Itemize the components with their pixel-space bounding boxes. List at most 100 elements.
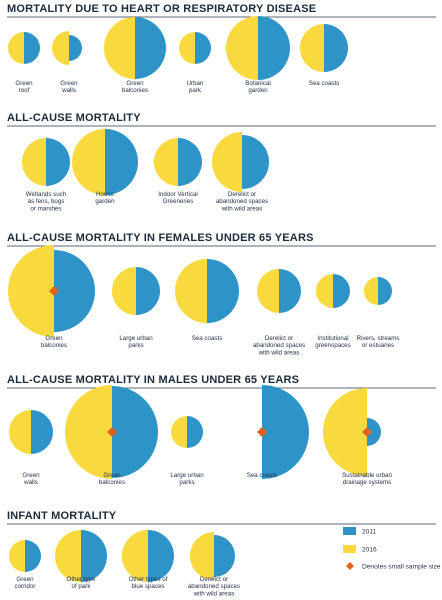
half-2011 — [242, 135, 269, 189]
habitat-label: Sea coasts — [309, 80, 340, 87]
habitat-label: Sea coasts — [247, 472, 278, 479]
half-2016 — [175, 259, 207, 323]
habitat-label: Indoor Vertical Greeneries — [158, 191, 198, 205]
habitat-item: Sea coasts — [247, 385, 309, 479]
habitat-item: Sea coasts — [300, 24, 348, 87]
half-2016 — [8, 32, 24, 64]
half-2016 — [52, 31, 69, 65]
habitat-label: Derelict or abandoned spaces with wild are… — [216, 191, 268, 212]
habitat-label: Other types of blue spaces — [129, 576, 168, 590]
half-2011 — [24, 32, 40, 64]
half-2016 — [8, 245, 54, 337]
habitat-item: Other type of park — [55, 530, 107, 590]
small-sample-marker — [107, 427, 117, 437]
section-title: MORTALITY DUE TO HEART OR RESPIRATORY DI… — [7, 3, 316, 15]
half-2011 — [178, 138, 202, 186]
half-2011 — [135, 17, 166, 79]
half-2016 — [154, 138, 178, 186]
habitat-label: Sustainable urban drainage systems — [342, 472, 392, 486]
half-2011 — [258, 16, 290, 80]
legend-label: Denotes small sample size — [362, 564, 441, 571]
habitat-item: Large urban parks — [170, 416, 204, 486]
habitat-label: Green balconies — [41, 335, 67, 349]
legend: 2011 2016 Denotes small sample size — [343, 527, 441, 571]
half-2011 — [25, 540, 41, 572]
half-2016 — [190, 532, 214, 580]
habitat-item: Derelict or abandoned spaces with wild are… — [253, 269, 305, 356]
small-sample-marker — [49, 286, 59, 296]
half-2016 — [212, 132, 242, 192]
half-2011 — [31, 410, 53, 454]
habitat-label: Botanical garden — [245, 80, 270, 94]
section-2: ALL-CAUSE MORTALITY Wetlands such as fens,… — [7, 112, 436, 212]
legend-label: 2011 — [362, 529, 377, 536]
half-2016 — [72, 129, 105, 195]
habitat-item: Green roof — [8, 32, 40, 94]
small-sample-marker — [257, 427, 267, 437]
section-title: ALL-CAUSE MORTALITY IN MALES UNDER 65 YE… — [7, 374, 299, 386]
half-2016 — [300, 24, 324, 72]
habitat-item: Rivers, streams or estuaries — [357, 277, 400, 349]
half-2016 — [9, 410, 31, 454]
habitat-item: Derelict or abandoned spaces with wild are… — [212, 132, 269, 212]
half-2011 — [187, 416, 203, 448]
legend-swatch-2011 — [343, 527, 356, 535]
half-2011 — [333, 274, 350, 308]
half-2016 — [104, 17, 135, 79]
section-3: ALL-CAUSE MORTALITY IN FEMALES UNDER 65 … — [7, 232, 436, 356]
half-2011 — [279, 269, 301, 313]
habitat-item: Green walls — [52, 31, 82, 94]
half-2011 — [324, 24, 348, 72]
half-2016 — [179, 32, 195, 64]
half-2016 — [122, 530, 148, 582]
half-2011 — [195, 32, 211, 64]
habitat-label: Rivers, streams or estuaries — [357, 335, 400, 349]
habitat-item: Botanical garden — [226, 16, 290, 94]
legend-marker-swatch — [346, 562, 354, 570]
habitat-item: Sea coasts — [175, 259, 239, 342]
half-2011 — [81, 530, 107, 582]
half-2011 — [136, 267, 160, 315]
habitat-label: Green roof — [15, 80, 33, 94]
habitat-item: Green balconies — [65, 385, 158, 486]
habitat-item: House garden — [72, 129, 138, 205]
half-2016 — [22, 138, 46, 186]
habitat-item: Wetlands such as fens, bogs or marshes — [22, 138, 70, 212]
habitat-label: Derelict or abandoned spaces with wild are… — [188, 576, 240, 597]
half-2011 — [46, 138, 70, 186]
half-2011 — [367, 418, 381, 446]
habitat-label: Sea coasts — [192, 335, 223, 342]
habitat-label: Large urban parks — [119, 335, 153, 349]
section-title: ALL-CAUSE MORTALITY IN FEMALES UNDER 65 … — [7, 232, 314, 244]
habitat-item: Green walls — [9, 410, 53, 486]
legend-swatch-2016 — [343, 545, 356, 553]
half-2016 — [257, 269, 279, 313]
habitat-label: Urban park — [187, 80, 204, 94]
half-2016 — [65, 385, 112, 479]
section-1: MORTALITY DUE TO HEART OR RESPIRATORY DI… — [7, 3, 436, 94]
half-2011 — [262, 385, 309, 479]
legend-label: 2016 — [362, 547, 377, 554]
half-2011 — [148, 530, 174, 582]
habitat-item: Green balconies — [104, 17, 166, 94]
half-2011 — [207, 259, 239, 323]
small-sample-marker — [362, 427, 372, 437]
habitat-label: Institutional greenspaces — [315, 335, 350, 349]
half-2016 — [323, 388, 367, 476]
habitat-label: Green balconies — [122, 80, 148, 94]
habitat-item: Derelict or abandoned spaces with wild are… — [188, 532, 240, 597]
section-4: ALL-CAUSE MORTALITY IN MALES UNDER 65 YE… — [7, 374, 436, 486]
half-2011 — [112, 386, 158, 478]
section-5: INFANT MORTALITY Green corridor Other type o… — [7, 510, 436, 597]
half-2011 — [54, 250, 95, 332]
habitat-item: Green balconies — [8, 245, 95, 349]
half-2016 — [9, 540, 25, 572]
half-2011 — [105, 129, 138, 195]
habitat-item: Other types of blue spaces — [122, 530, 174, 590]
habitat-item: Large urban parks — [112, 267, 160, 349]
section-title: ALL-CAUSE MORTALITY — [7, 112, 141, 124]
habitat-label: Green balconies — [99, 472, 125, 486]
half-2016 — [316, 274, 333, 308]
half-2016 — [55, 530, 81, 582]
